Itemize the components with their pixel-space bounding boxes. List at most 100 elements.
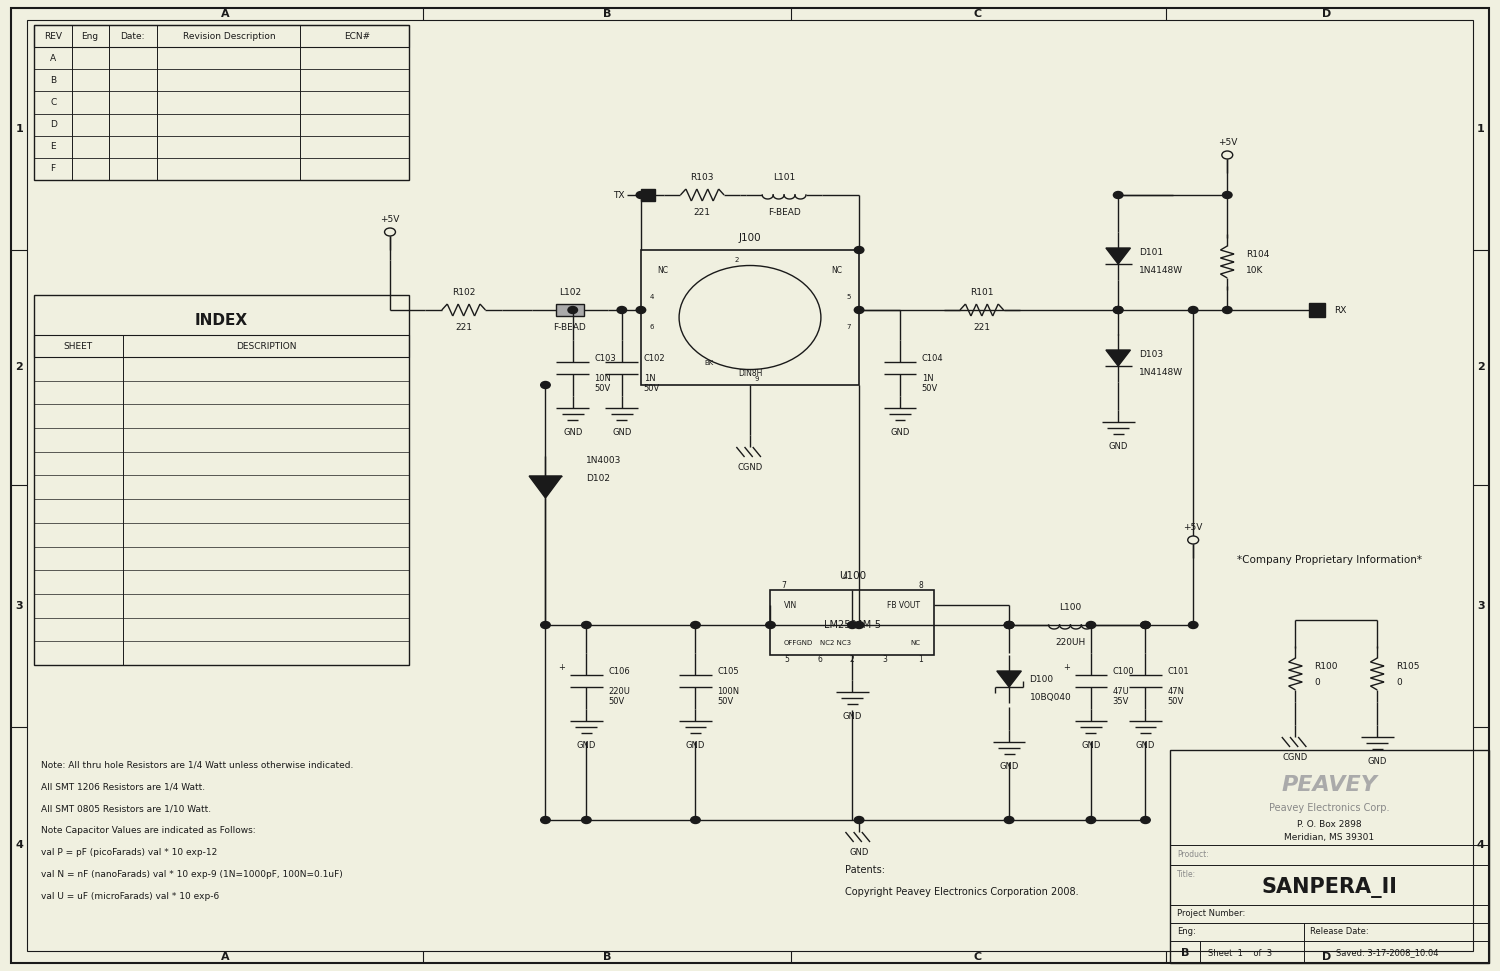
Text: All SMT 1206 Resistors are 1/4 Watt.: All SMT 1206 Resistors are 1/4 Watt.	[40, 782, 206, 791]
Text: 1N4148W: 1N4148W	[1138, 266, 1184, 275]
Text: A: A	[220, 9, 230, 19]
Text: NC2 NC3: NC2 NC3	[821, 640, 852, 646]
Text: LM2594M-5: LM2594M-5	[824, 620, 880, 630]
Text: L100: L100	[1059, 603, 1082, 612]
Text: C: C	[974, 952, 982, 962]
Polygon shape	[530, 476, 562, 498]
Text: OFFGND: OFFGND	[784, 640, 813, 646]
Text: ECN#: ECN#	[344, 31, 370, 41]
Text: GND: GND	[576, 741, 596, 750]
Text: INDEX: INDEX	[195, 313, 248, 327]
Text: 221: 221	[974, 323, 990, 332]
Text: C106: C106	[608, 666, 630, 676]
Circle shape	[1188, 621, 1198, 628]
Text: D101: D101	[1138, 248, 1162, 256]
Text: 7: 7	[782, 581, 786, 589]
Text: E: E	[51, 142, 56, 151]
Text: Meridian, MS 39301: Meridian, MS 39301	[1284, 832, 1374, 842]
Text: 220UH: 220UH	[1056, 638, 1086, 647]
Text: C101: C101	[1167, 666, 1190, 676]
Circle shape	[1113, 307, 1124, 314]
Text: 5: 5	[784, 654, 789, 663]
Text: DESCRIPTION: DESCRIPTION	[236, 342, 296, 351]
Text: REV: REV	[44, 31, 62, 41]
Circle shape	[1005, 621, 1014, 628]
Text: *Company Proprietary Information*: *Company Proprietary Information*	[1238, 555, 1422, 565]
Text: SANPERA_II: SANPERA_II	[1262, 877, 1398, 897]
Circle shape	[855, 307, 864, 314]
Text: C102: C102	[644, 353, 666, 362]
Text: C: C	[974, 9, 982, 19]
Bar	[771, 590, 934, 655]
Text: 221: 221	[454, 323, 472, 332]
Text: 100N
50V: 100N 50V	[717, 687, 740, 706]
Text: GND: GND	[843, 712, 862, 721]
Text: 1: 1	[918, 654, 922, 663]
Text: CGND: CGND	[738, 463, 762, 472]
Bar	[34, 25, 410, 47]
Text: 220U
50V: 220U 50V	[608, 687, 630, 706]
Circle shape	[1140, 817, 1150, 823]
Circle shape	[1188, 536, 1198, 544]
Text: val U = uF (microFarads) val * 10 exp-6: val U = uF (microFarads) val * 10 exp-6	[40, 892, 219, 901]
Text: D: D	[50, 120, 57, 129]
Circle shape	[568, 307, 578, 314]
Text: GND: GND	[1082, 741, 1101, 750]
Circle shape	[540, 382, 550, 388]
Text: F: F	[51, 164, 56, 174]
Text: 1: 1	[1478, 124, 1485, 134]
Text: +5V: +5V	[1184, 523, 1203, 532]
Text: 6: 6	[650, 324, 654, 330]
Text: 0: 0	[1314, 678, 1320, 686]
Text: 4: 4	[15, 840, 22, 850]
Text: 9: 9	[754, 376, 759, 382]
Text: 6: 6	[818, 654, 822, 663]
Bar	[34, 295, 410, 665]
Text: Copyright Peavey Electronics Corporation 2008.: Copyright Peavey Electronics Corporation…	[846, 887, 1078, 897]
Circle shape	[582, 817, 591, 823]
Text: B: B	[1180, 948, 1190, 958]
Text: Sheet  1    of  3: Sheet 1 of 3	[1208, 949, 1272, 957]
Text: 8: 8	[918, 581, 922, 589]
Circle shape	[1086, 621, 1095, 628]
Polygon shape	[998, 671, 1022, 687]
Text: D102: D102	[586, 474, 610, 483]
Text: J100: J100	[738, 233, 762, 243]
Text: 10K: 10K	[1246, 265, 1263, 275]
Circle shape	[855, 247, 864, 253]
Text: GND: GND	[1136, 741, 1155, 750]
Text: 7: 7	[846, 324, 850, 330]
Text: B: B	[603, 9, 610, 19]
Text: SHEET: SHEET	[63, 342, 93, 351]
Text: L101: L101	[772, 173, 795, 182]
Circle shape	[765, 621, 776, 628]
Text: val P = pF (picoFarads) val * 10 exp-12: val P = pF (picoFarads) val * 10 exp-12	[40, 848, 218, 857]
Text: Peavey Electronics Corp.: Peavey Electronics Corp.	[1269, 803, 1390, 813]
Text: 4: 4	[1478, 840, 1485, 850]
Text: R103: R103	[690, 173, 714, 182]
Circle shape	[855, 817, 864, 823]
Polygon shape	[1106, 248, 1131, 264]
Circle shape	[680, 265, 820, 370]
Text: 1N4003: 1N4003	[586, 455, 621, 464]
Circle shape	[1086, 817, 1095, 823]
Text: Note: All thru hole Resistors are 1/4 Watt unless otherwise indicated.: Note: All thru hole Resistors are 1/4 Wa…	[40, 760, 354, 769]
Bar	[1170, 750, 1490, 963]
Text: GND: GND	[849, 848, 868, 857]
Text: +5V: +5V	[381, 215, 399, 224]
Text: GND: GND	[1108, 442, 1128, 451]
Circle shape	[540, 621, 550, 628]
Circle shape	[540, 817, 550, 823]
Circle shape	[616, 307, 627, 314]
Bar	[556, 304, 584, 316]
Text: 2: 2	[850, 654, 855, 663]
Text: 3: 3	[1478, 601, 1485, 611]
Text: GND: GND	[1368, 757, 1388, 766]
Circle shape	[582, 621, 591, 628]
Text: 1: 1	[15, 124, 22, 134]
Text: Revision Description: Revision Description	[183, 31, 276, 41]
Text: CGND: CGND	[1282, 753, 1308, 762]
Text: R104: R104	[1246, 250, 1269, 258]
Text: BK: BK	[705, 360, 714, 366]
Text: P. O. Box 2898: P. O. Box 2898	[1298, 820, 1362, 828]
